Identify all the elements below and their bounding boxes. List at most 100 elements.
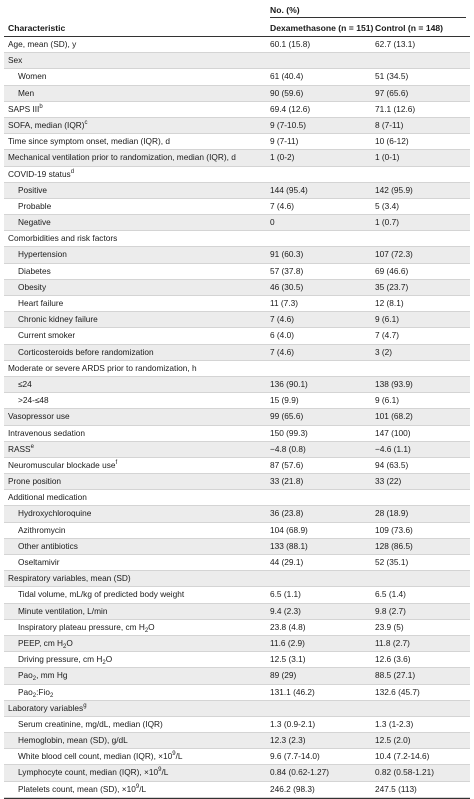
table-row: Pao2:Fio2 131.1 (46.2) 132.6 (45.7) — [4, 685, 470, 701]
row-label: Women — [18, 71, 47, 82]
dexamethasone-value: 9.6 (7.7-14.0) — [270, 751, 320, 762]
dexamethasone-value: 60.1 (15.8) — [270, 39, 311, 49]
row-label: Intravenous sedation — [8, 427, 86, 438]
dexamethasone-value: 36 (23.8) — [270, 508, 304, 519]
dexamethasone-value: 23.8 (4.8) — [270, 621, 306, 632]
baseline-characteristics-table: No. (%) Characteristic Dexamethasone (n … — [4, 0, 470, 799]
row-label: White blood cell count, median (IQR), ×1… — [18, 751, 183, 762]
table-row: Serum creatinine, mg/dL, median (IQR) 1.3… — [4, 717, 470, 734]
dexamethasone-value: 61 (40.4) — [270, 71, 304, 82]
control-value: 1.3 (1-2.3) — [375, 718, 414, 729]
dexamethasone-value: 0.84 (0.62-1.27) — [270, 767, 330, 778]
table-row: Minute ventilation, L/min 9.4 (2.3) 9.8 (2… — [4, 603, 470, 620]
row-label: Respiratory variables, mean (SD) — [8, 573, 131, 584]
row-label: Obesity — [18, 281, 47, 292]
dexamethasone-value: 7 (4.6) — [270, 200, 294, 211]
control-value: 9.8 (2.7) — [375, 605, 406, 616]
row-label: Oseltamivir — [18, 557, 60, 567]
table-row: Laboratory variablesg — [4, 700, 470, 717]
dexamethasone-value: 150 (99.3) — [270, 427, 308, 438]
row-label: Tidal volume, mL/kg of predicted body we… — [18, 589, 185, 600]
table-row: Corticosteroids before randomization 7 (4… — [4, 344, 470, 361]
dexamethasone-value: 12.5 (3.1) — [270, 654, 306, 665]
control-value: 0.82 (0.58-1.21) — [375, 767, 435, 778]
table-row: Chronic kidney failure 7 (4.6) 9 (6.1) — [4, 312, 470, 329]
table-row: Diabetes 57 (37.8) 69 (46.6) — [4, 264, 470, 280]
dexamethasone-value: 11.6 (2.9) — [270, 637, 305, 648]
header-dexamethasone: Dexamethasone (n = 151) — [270, 23, 374, 33]
row-label: Pao2, mm Hg — [18, 670, 68, 683]
control-value: 1 (0.7) — [375, 217, 399, 228]
control-value: 142 (95.9) — [375, 184, 413, 195]
dexamethasone-value: 136 (90.1) — [270, 378, 308, 389]
table-row: Sex — [4, 53, 470, 70]
dexamethasone-value: 87 (57.6) — [270, 459, 304, 470]
table-row: Age, mean (SD), y 60.1 (15.8) 62.7 (13.1) — [4, 37, 470, 54]
row-label: Inspiratory plateau pressure, cm H2O — [18, 621, 155, 634]
control-value: 3 (2) — [375, 346, 393, 357]
control-value: 12.5 (2.0) — [375, 735, 411, 746]
control-value: 94 (63.5) — [375, 459, 409, 470]
control-value: 88.5 (27.1) — [375, 670, 416, 681]
table-header-group-row: No. (%) — [4, 0, 470, 18]
row-label: Hypertension — [18, 249, 67, 260]
control-value: −4.6 (1.1) — [375, 443, 411, 454]
control-value: 5 (3.4) — [375, 200, 399, 211]
table-row: Vasopressor use 99 (65.6) 101 (68.2) — [4, 409, 470, 426]
control-value: 69 (46.6) — [375, 265, 409, 276]
dexamethasone-value: 12.3 (2.3) — [270, 735, 306, 746]
control-value: 9 (6.1) — [375, 314, 399, 325]
header-characteristic: Characteristic — [8, 23, 66, 33]
row-label: Minute ventilation, L/min — [18, 605, 108, 616]
dexamethasone-value: 1 (0-2) — [270, 152, 295, 163]
row-label: Chronic kidney failure — [18, 314, 98, 325]
control-value: 10 (6-12) — [375, 136, 409, 147]
control-value: 10.4 (7.2-14.6) — [375, 751, 430, 762]
row-label: Comorbidities and risk factors — [8, 233, 118, 244]
control-value: 107 (72.3) — [375, 249, 413, 260]
table-row: Platelets count, mean (SD), ×109/L 246.2 … — [4, 782, 470, 798]
row-label: Neuromuscular blockade usef — [8, 459, 118, 470]
table-row: Hydroxychloroquine 36 (23.8) 28 (18.9) — [4, 506, 470, 523]
row-label: Heart failure — [18, 298, 64, 308]
dexamethasone-value: 246.2 (98.3) — [270, 783, 315, 794]
row-label: Azithromycin — [18, 524, 66, 535]
row-label: Moderate or severe ARDS prior to randomi… — [8, 362, 197, 373]
control-value: 8 (7-11) — [375, 119, 404, 130]
table-row: Moderate or severe ARDS prior to randomi… — [4, 361, 470, 377]
dexamethasone-value: 11 (7.3) — [270, 298, 298, 308]
dexamethasone-value: 104 (68.9) — [270, 524, 308, 535]
table-row: >24-≤48 15 (9.9) 9 (6.1) — [4, 393, 470, 410]
control-value: 52 (35.1) — [375, 557, 409, 567]
row-label: Platelets count, mean (SD), ×109/L — [18, 783, 147, 794]
control-value: 12 (8.1) — [375, 298, 404, 308]
table-row: Pao2, mm Hg 89 (29) 88.5 (27.1) — [4, 668, 470, 685]
row-label: Driving pressure, cm H2O — [18, 654, 113, 667]
control-value: 147 (100) — [375, 427, 411, 438]
table-row: Probable 7 (4.6) 5 (3.4) — [4, 199, 470, 216]
table-row: Other antibiotics 133 (88.1) 128 (86.5) — [4, 538, 470, 555]
dexamethasone-value: 33 (21.8) — [270, 476, 304, 487]
row-label: Vasopressor use — [8, 411, 70, 422]
table-row: Neuromuscular blockade usef 87 (57.6) 94 (… — [4, 458, 470, 475]
table-header-row: Characteristic Dexamethasone (n = 151) C… — [4, 18, 470, 37]
control-value: 11.8 (2.7) — [375, 637, 410, 648]
row-label: Pao2:Fio2 — [18, 686, 54, 699]
row-label: Serum creatinine, mg/dL, median (IQR) — [18, 718, 163, 729]
dexamethasone-value: 1.3 (0.9-2.1) — [270, 718, 316, 729]
table-row: SAPS IIIb 69.4 (12.6) 71.1 (12.6) — [4, 102, 470, 118]
row-label: Additional medication — [8, 492, 87, 503]
row-label: Hydroxychloroquine — [18, 508, 92, 519]
row-label: Age, mean (SD), y — [8, 39, 77, 49]
dexamethasone-value: 131.1 (46.2) — [270, 686, 315, 697]
row-label: Laboratory variablesg — [8, 702, 87, 713]
table-row: Obesity 46 (30.5) 35 (23.7) — [4, 279, 470, 296]
dexamethasone-value: −4.8 (0.8) — [270, 443, 306, 454]
row-label: Probable — [18, 200, 52, 211]
table-row: COVID-19 statusd — [4, 167, 470, 183]
row-label: SAPS IIIb — [8, 103, 43, 114]
table-body: Age, mean (SD), y 60.1 (15.8) 62.7 (13.1) S… — [4, 37, 470, 798]
table-row: Women 61 (40.4) 51 (34.5) — [4, 69, 470, 86]
table-row: Hypertension 91 (60.3) 107 (72.3) — [4, 247, 470, 264]
dexamethasone-value: 69.4 (12.6) — [270, 103, 311, 114]
